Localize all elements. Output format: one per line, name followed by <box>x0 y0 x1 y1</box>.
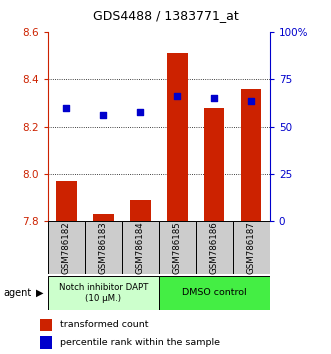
Point <box>138 109 143 115</box>
Bar <box>40 319 52 331</box>
Point <box>212 95 217 101</box>
Bar <box>56 181 77 221</box>
Text: GSM786182: GSM786182 <box>62 221 71 274</box>
Bar <box>159 276 270 310</box>
Bar <box>233 221 270 274</box>
Text: GSM786187: GSM786187 <box>247 221 256 274</box>
Text: GSM786185: GSM786185 <box>173 221 182 274</box>
Point <box>175 93 180 99</box>
Bar <box>130 200 151 221</box>
Bar <box>40 336 52 349</box>
Bar <box>122 221 159 274</box>
Bar <box>48 276 159 310</box>
Text: GSM786186: GSM786186 <box>210 221 219 274</box>
Bar <box>85 221 122 274</box>
Bar <box>167 53 188 221</box>
Bar <box>204 108 224 221</box>
Bar <box>159 221 196 274</box>
Text: Notch inhibitor DAPT
(10 μM.): Notch inhibitor DAPT (10 μM.) <box>59 283 148 303</box>
Bar <box>48 221 85 274</box>
Bar <box>241 89 261 221</box>
Text: ▶: ▶ <box>36 288 43 298</box>
Text: transformed count: transformed count <box>60 320 148 330</box>
Text: GSM786184: GSM786184 <box>136 221 145 274</box>
Point <box>249 98 254 103</box>
Text: percentile rank within the sample: percentile rank within the sample <box>60 338 219 347</box>
Text: agent: agent <box>3 288 31 298</box>
Point <box>64 105 69 110</box>
Text: GDS4488 / 1383771_at: GDS4488 / 1383771_at <box>93 9 238 22</box>
Point <box>101 112 106 118</box>
Bar <box>196 221 233 274</box>
Text: GSM786183: GSM786183 <box>99 221 108 274</box>
Text: DMSO control: DMSO control <box>182 289 247 297</box>
Bar <box>93 214 114 221</box>
